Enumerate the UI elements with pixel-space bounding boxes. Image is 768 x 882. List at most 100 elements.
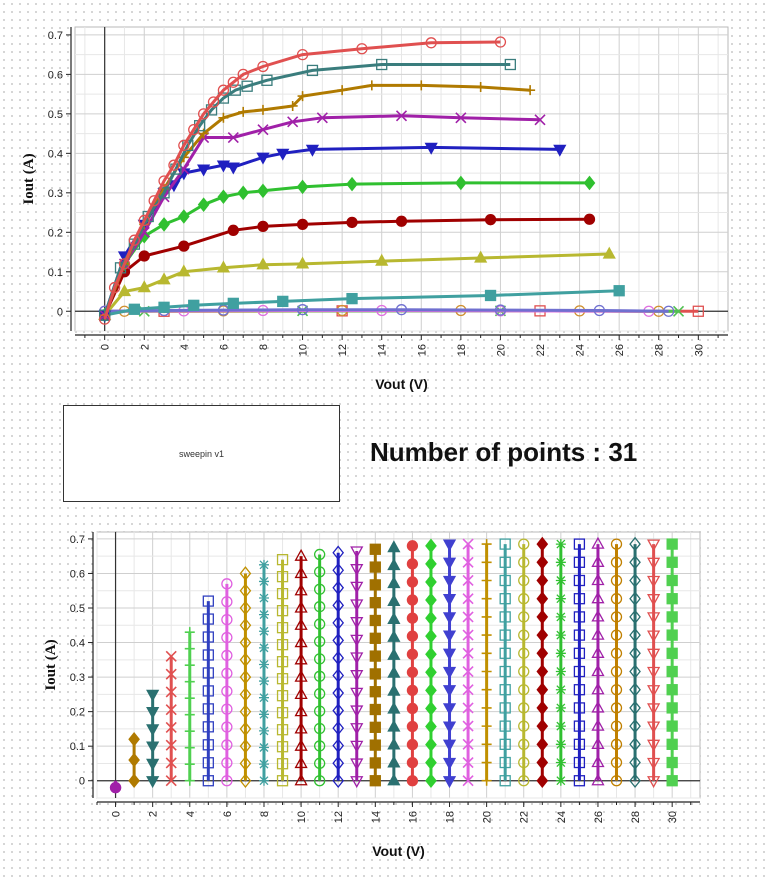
- data-point: [257, 104, 268, 115]
- data-point: [276, 553, 289, 566]
- data-point: [369, 597, 381, 609]
- data-point: [610, 702, 623, 714]
- point-column: [184, 627, 195, 786]
- data-point: [184, 643, 195, 654]
- data-point: [395, 110, 408, 122]
- data-point: [555, 630, 566, 641]
- data-point: [257, 220, 269, 233]
- data-point: [202, 667, 214, 679]
- data-point: [555, 721, 566, 732]
- point-column: [481, 539, 492, 786]
- data-point: [277, 295, 289, 308]
- data-point: [332, 580, 345, 596]
- data-point: [406, 757, 419, 769]
- data-point: [221, 721, 233, 733]
- data-point: [138, 214, 150, 227]
- data-point: [239, 617, 252, 633]
- y-tick-label: 0.2: [48, 227, 63, 239]
- x-tick-label: 12: [333, 811, 345, 823]
- x-tick-label: 16: [416, 344, 428, 356]
- data-point: [573, 720, 586, 732]
- data-point: [387, 576, 401, 589]
- data-point: [221, 649, 233, 662]
- data-point: [239, 566, 252, 581]
- data-point: [350, 723, 364, 736]
- data-point: [257, 183, 269, 199]
- data-point: [221, 596, 233, 608]
- data-point: [221, 739, 233, 751]
- data-point: [221, 685, 233, 697]
- data-point: [207, 96, 220, 108]
- data-point: [555, 775, 566, 786]
- data-point: [108, 281, 121, 294]
- data-point: [387, 719, 401, 732]
- data-point: [591, 682, 605, 695]
- point-column: [499, 538, 511, 787]
- data-point: [295, 256, 310, 269]
- data-point: [221, 775, 233, 787]
- data-point: [610, 556, 623, 568]
- data-point: [375, 253, 389, 266]
- data-point: [536, 646, 549, 661]
- data-point: [332, 738, 345, 753]
- data-point: [442, 575, 457, 588]
- data-point: [276, 588, 289, 600]
- point-column: [425, 538, 437, 789]
- data-point: [202, 631, 214, 643]
- data-point: [462, 611, 474, 623]
- data-point: [241, 80, 253, 92]
- data-point: [499, 629, 511, 641]
- data-point: [647, 575, 661, 588]
- data-point: [148, 195, 160, 207]
- data-point: [184, 759, 195, 770]
- series-layer: [109, 536, 678, 794]
- data-point: [226, 162, 240, 175]
- y-tick-label: 0.5: [48, 109, 63, 121]
- y-tick-label: 0: [57, 306, 63, 318]
- data-point: [629, 627, 641, 643]
- data-point: [332, 615, 345, 631]
- data-point: [610, 647, 623, 659]
- data-point: [573, 702, 586, 714]
- data-point: [518, 574, 530, 587]
- data-point: [462, 574, 474, 587]
- data-point: [425, 719, 437, 734]
- data-point: [462, 647, 474, 659]
- data-point: [518, 611, 530, 623]
- data-point: [294, 773, 308, 786]
- data-point: [202, 739, 214, 751]
- data-point: [178, 209, 190, 224]
- point-column: [239, 566, 252, 789]
- data-point: [536, 591, 549, 606]
- data-point: [239, 756, 252, 771]
- data-point: [350, 546, 364, 559]
- data-point: [376, 58, 388, 71]
- x-tick-label: 8: [258, 344, 270, 350]
- data-point: [484, 289, 497, 302]
- data-point: [647, 557, 661, 570]
- data-point: [573, 556, 586, 568]
- y-tick-label: 0.4: [70, 638, 85, 650]
- data-point: [647, 685, 661, 698]
- data-point: [666, 647, 678, 659]
- data-point: [591, 718, 605, 731]
- data-point: [475, 82, 486, 93]
- data-point: [387, 558, 401, 571]
- point-column: [109, 780, 122, 794]
- data-point: [369, 686, 381, 698]
- data-point: [218, 112, 229, 123]
- data-point: [387, 540, 401, 553]
- data-point: [239, 687, 252, 702]
- data-point: [613, 285, 625, 297]
- data-point: [425, 737, 437, 752]
- data-point: [258, 775, 269, 786]
- data-point: [425, 37, 437, 49]
- data-point: [356, 43, 368, 55]
- data-point: [573, 684, 586, 696]
- data-point: [591, 700, 605, 713]
- data-point: [258, 725, 269, 736]
- data-point: [276, 775, 289, 787]
- data-point: [177, 264, 191, 277]
- data-point: [99, 309, 111, 321]
- data-point: [239, 635, 252, 650]
